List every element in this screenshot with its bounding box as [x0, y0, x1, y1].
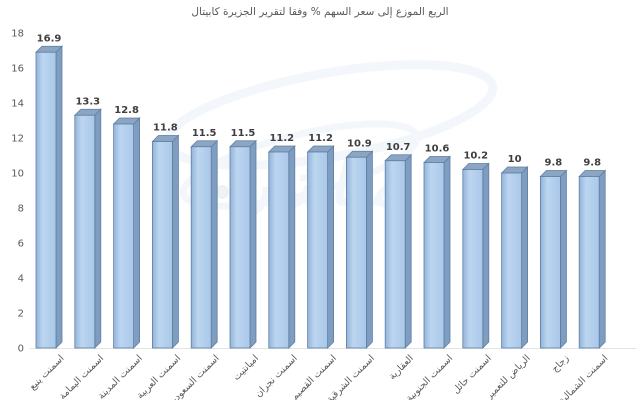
bar-side-face: [443, 155, 451, 349]
bar-13: [539, 169, 568, 349]
bar-side-face: [288, 145, 296, 349]
bar-front-face: [151, 141, 173, 349]
bar-front-face: [462, 169, 484, 349]
bar-8: [345, 150, 374, 349]
bar-side-face: [521, 166, 528, 349]
y-axis-tick-label: 6: [18, 239, 24, 250]
bar-value-label: 9.8: [583, 158, 601, 169]
bar-0: [35, 45, 63, 349]
bar-1: [73, 108, 102, 349]
bar-12: [500, 166, 529, 349]
y-axis-tick-label: 8: [18, 204, 24, 215]
y-axis-tick-label: 2: [18, 309, 24, 320]
bar-3: [151, 134, 180, 349]
bar-front-face: [423, 162, 445, 349]
bar-11: [461, 162, 490, 349]
bar-front-face: [35, 51, 57, 349]
bar-side-face: [94, 108, 102, 349]
bar-6: [267, 145, 296, 349]
bar-side-face: [365, 150, 373, 349]
bar-side-face: [560, 169, 567, 349]
chart-title: الريع الموزع إلى سعر السهم % وفقا لتقرير…: [191, 6, 449, 18]
bar-front-face: [501, 172, 523, 349]
bar-side-face: [327, 145, 335, 349]
bar-4: [190, 139, 219, 349]
bar-side-face: [133, 117, 141, 349]
bar-9: [384, 153, 413, 349]
bar-front-face: [190, 146, 212, 349]
bar-side-face: [171, 134, 179, 349]
bar-value-label: 11.5: [231, 128, 256, 139]
bar-value-label: 10.9: [347, 138, 372, 149]
bar-5: [229, 139, 257, 349]
bar-front-face: [268, 151, 290, 349]
bar-value-label: 13.3: [75, 96, 100, 107]
bar-7: [306, 145, 335, 349]
bar-2: [112, 117, 141, 349]
bar-side-face: [210, 139, 218, 349]
y-axis-tick-label: 0: [18, 344, 24, 355]
bar-10: [423, 155, 451, 349]
y-axis-tick-label: 14: [11, 99, 24, 110]
y-axis-tick-label: 16: [11, 64, 24, 75]
bar-side-face: [249, 139, 257, 349]
bar-value-label: 9.8: [545, 158, 563, 169]
bar-front-face: [578, 176, 600, 349]
bar-value-label: 10.2: [463, 151, 488, 162]
bar-value-label: 10: [508, 154, 522, 165]
bar-side-face: [598, 169, 606, 349]
bar-value-label: 10.7: [386, 142, 411, 153]
bar-value-label: 11.2: [308, 133, 333, 144]
bar-value-label: 11.5: [192, 128, 217, 139]
bar-value-label: 10.6: [425, 144, 450, 155]
bar-14: [578, 169, 607, 349]
bar-side-face: [482, 162, 490, 349]
bar-front-face: [113, 123, 134, 349]
bar-front-face: [540, 176, 561, 349]
bar-side-face: [55, 45, 63, 349]
bar-side-face: [404, 153, 412, 349]
bar-value-label: 11.2: [269, 133, 294, 144]
bar-value-label: 11.8: [153, 123, 178, 134]
bar-front-face: [384, 160, 406, 349]
bar-value-label: 12.8: [114, 105, 139, 116]
bar-value-label: 16.9: [37, 33, 62, 44]
y-axis-tick-label: 12: [11, 134, 24, 145]
bar-front-face: [345, 156, 367, 349]
y-axis-tick-label: 10: [11, 169, 24, 180]
y-axis-tick-label: 18: [11, 29, 24, 40]
bar-front-face: [74, 114, 96, 349]
bar-front-face: [229, 146, 251, 349]
bar-front-face: [307, 151, 329, 349]
y-axis-tick-label: 4: [18, 274, 24, 285]
